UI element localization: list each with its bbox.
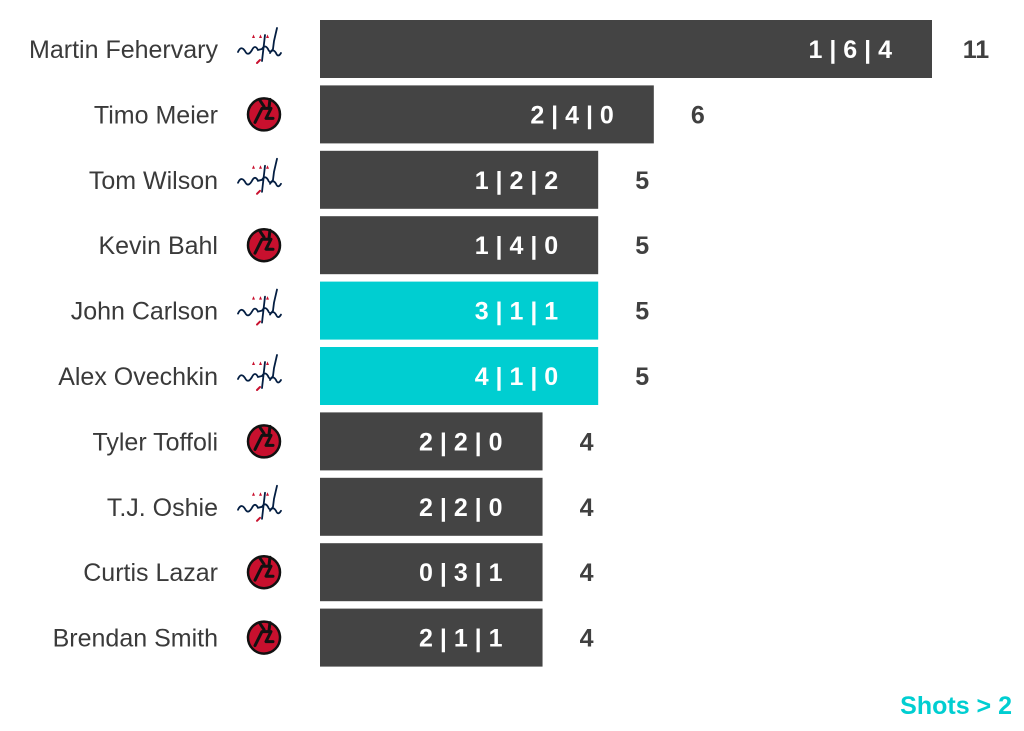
total-value-label: 4 [580, 625, 594, 653]
chart-row: Brendan Smith 2 | 1 | 1 4 [53, 608, 594, 667]
capitals-logo-icon [237, 157, 282, 195]
player-name: T.J. Oshie [107, 494, 218, 522]
player-name: Curtis Lazar [83, 559, 218, 587]
devils-logo-icon [246, 97, 282, 132]
bar-label: 2 | 2 | 0 [419, 428, 502, 456]
bar [320, 477, 543, 536]
bar-label: 1 | 6 | 4 [809, 36, 893, 64]
bar [320, 347, 599, 405]
bar-label: 4 | 1 | 0 [475, 363, 558, 391]
bar-label: 2 | 1 | 1 [419, 625, 503, 653]
chart-row: Curtis Lazar 0 | 3 | 1 4 [83, 543, 594, 602]
total-value-label: 4 [580, 428, 594, 456]
capitals-logo-icon [237, 354, 282, 391]
total-value-label: 5 [635, 298, 649, 326]
bar-label: 2 | 4 | 0 [530, 101, 613, 129]
total-value-label: 6 [691, 101, 705, 129]
player-name: Tom Wilson [89, 167, 218, 195]
bar-label: 3 | 1 | 1 [475, 298, 559, 326]
devils-logo-icon [246, 424, 282, 459]
total-value-label: 5 [635, 232, 649, 260]
legend-note: Shots > 2 [900, 692, 1012, 720]
bar-label: 1 | 4 | 0 [475, 232, 558, 260]
chart-row: T.J. Oshie 2 | 2 | 0 4 [107, 477, 594, 536]
player-name: Alex Ovechkin [58, 363, 218, 391]
bar [320, 412, 543, 471]
total-value-label: 4 [580, 559, 594, 587]
capitals-logo-icon [237, 484, 282, 522]
total-value-label: 4 [580, 494, 594, 522]
devils-logo-icon [246, 620, 282, 655]
chart-row: Tyler Toffoli 2 | 2 | 0 4 [92, 412, 594, 471]
bar-label: 2 | 2 | 0 [419, 494, 502, 522]
chart-row: Martin Fehervary 1 | 6 | 4 11 [29, 20, 989, 78]
capitals-logo-icon [237, 27, 282, 64]
total-value-label: 5 [635, 363, 649, 391]
player-name: Kevin Bahl [98, 232, 218, 260]
chart-row: Kevin Bahl 1 | 4 | 0 5 [98, 216, 649, 275]
bar [320, 543, 543, 602]
bar-label: 1 | 2 | 2 [475, 167, 558, 195]
player-name: John Carlson [71, 298, 218, 326]
devils-logo-icon [246, 227, 282, 263]
player-name: Martin Fehervary [29, 36, 218, 64]
player-name: Timo Meier [94, 101, 218, 129]
player-name: Tyler Toffoli [92, 428, 218, 456]
chart-row: Timo Meier 2 | 4 | 0 6 [94, 85, 705, 144]
capitals-logo-icon [237, 288, 282, 326]
devils-logo-icon [246, 554, 282, 590]
total-value-label: 11 [963, 36, 990, 64]
total-value-label: 5 [635, 167, 649, 195]
chart-row: John Carlson 3 | 1 | 1 5 [71, 281, 649, 340]
bar [320, 216, 599, 275]
player-name: Brendan Smith [53, 625, 218, 653]
bar [320, 20, 932, 78]
bar-label: 0 | 3 | 1 [419, 559, 503, 587]
bar [320, 608, 543, 667]
chart-row: Tom Wilson 1 | 2 | 2 5 [89, 150, 649, 209]
chart-row: Alex Ovechkin 4 | 1 | 0 5 [58, 347, 649, 405]
bar [320, 85, 654, 144]
bar [320, 281, 599, 340]
bar [320, 150, 599, 209]
